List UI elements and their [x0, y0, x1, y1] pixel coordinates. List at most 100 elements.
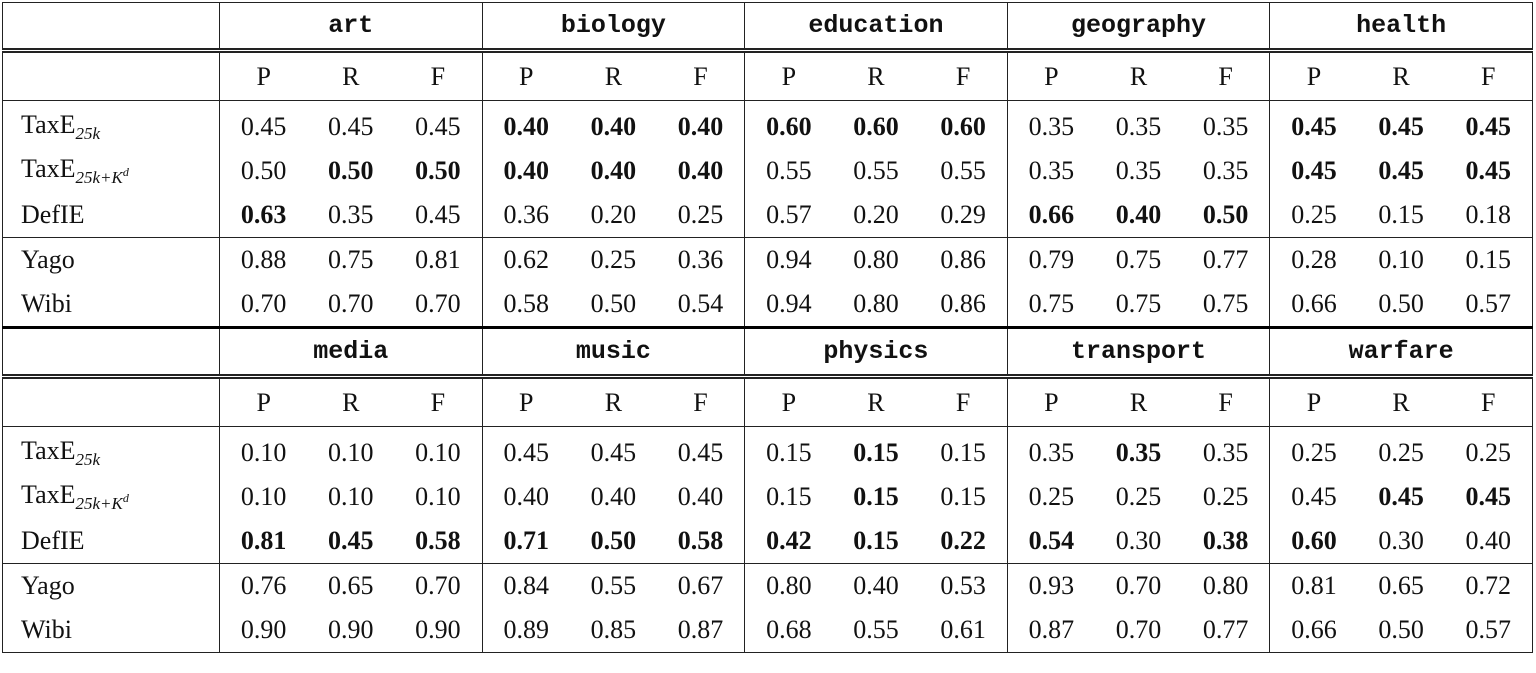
value: 0.75: [1202, 289, 1249, 318]
metric-header: R: [569, 50, 657, 101]
value: 0.10: [240, 438, 287, 467]
value-cell: 0.94: [744, 237, 833, 282]
value: 0.10: [1378, 245, 1424, 274]
metric-header: R: [307, 376, 395, 427]
value: 0.35: [1202, 438, 1249, 467]
value-cell: 0.60: [919, 100, 1008, 149]
value: 0.54: [677, 289, 724, 318]
value: 0.40: [503, 482, 550, 511]
value-cell: 0.80: [832, 282, 920, 329]
value: 0.57: [1465, 289, 1512, 318]
metric-header: F: [919, 50, 1008, 101]
value-cell: 0.88: [219, 237, 308, 282]
value: 0.15: [766, 438, 812, 467]
best-value: 0.40: [1115, 200, 1162, 229]
best-value: 0.15: [853, 438, 899, 467]
system-name: TaxE: [21, 154, 76, 183]
value: 0.75: [1028, 289, 1075, 318]
metric-header: P: [1007, 376, 1096, 427]
subscript-text: 25k+K: [75, 494, 123, 513]
value-cell: 0.68: [744, 608, 833, 653]
value: 0.25: [1291, 200, 1337, 229]
best-value: 0.45: [1465, 156, 1512, 185]
value-cell: 0.15: [919, 475, 1008, 519]
value-cell: 0.35: [1007, 149, 1095, 193]
subscript-text: 25k: [75, 450, 101, 469]
value-cell: 0.15: [745, 427, 833, 476]
value: 0.77: [1202, 245, 1249, 274]
value: 0.15: [940, 438, 986, 467]
value-cell: 0.15: [1444, 237, 1533, 282]
value: 0.70: [328, 289, 374, 318]
value: 0.86: [940, 289, 986, 318]
value: 0.67: [677, 571, 724, 600]
best-value: 0.71: [503, 526, 550, 555]
value-cell: 0.35: [307, 193, 394, 238]
value-cell: 0.70: [394, 282, 483, 329]
corner-cell: [2, 327, 220, 377]
value-cell: 0.66: [1007, 193, 1095, 238]
value-cell: 0.66: [1269, 608, 1358, 653]
value: 0.50: [590, 289, 637, 318]
value: 0.85: [590, 615, 637, 644]
value: 0.80: [853, 245, 899, 274]
value-cell: 0.89: [482, 608, 570, 653]
metric-header: P: [744, 50, 833, 101]
value-cell: 0.45: [1358, 475, 1445, 519]
value: 0.80: [853, 289, 899, 318]
value-cell: 0.45: [1444, 149, 1533, 193]
system-subscript: 25k: [76, 124, 101, 143]
value: 0.20: [853, 200, 899, 229]
system-name: TaxE: [21, 436, 76, 465]
value-cell: 0.45: [394, 100, 483, 149]
domain-header: music: [482, 327, 746, 377]
table-row: DefIE 0.63 0.35 0.45 0.36 0.20 0.25 0.57 0.20 0.2…: [2, 193, 1533, 238]
value-cell: 0.81: [1269, 563, 1358, 608]
value-cell: 0.55: [569, 563, 657, 608]
value-cell: 0.57: [1444, 608, 1533, 653]
best-value: 0.40: [677, 156, 724, 185]
value-cell: 0.85: [569, 608, 657, 653]
value-cell: 0.72: [1444, 563, 1533, 608]
value: 0.25: [1202, 482, 1249, 511]
value-cell: 0.70: [219, 282, 308, 329]
value-cell: 0.45: [1444, 100, 1533, 149]
value-cell: 0.25: [1444, 426, 1533, 475]
value-cell: 0.75: [1095, 282, 1182, 329]
subscript-text: 25k: [75, 124, 101, 143]
value-cell: 0.30: [1095, 519, 1182, 564]
system-label: Yago: [2, 237, 220, 282]
value-cell: 0.10: [394, 426, 483, 475]
corner-cell: [2, 376, 220, 427]
metric-header: R: [1357, 50, 1445, 101]
value: 0.75: [1115, 289, 1162, 318]
value-cell: 0.77: [1181, 608, 1271, 653]
value-cell: 0.35: [1095, 427, 1182, 476]
table-row: Yago 0.88 0.75 0.81 0.62 0.25 0.36 0.94 0.80 0.86…: [2, 237, 1533, 282]
value-cell: 0.94: [744, 282, 833, 329]
system-name: TaxE: [21, 110, 76, 139]
value-cell: 0.35: [1007, 427, 1095, 476]
best-value: 0.58: [415, 526, 461, 555]
value: 0.55: [853, 156, 899, 185]
value: 0.18: [1465, 200, 1512, 229]
best-value: 0.60: [940, 112, 986, 141]
value-cell: 0.45: [307, 519, 394, 564]
value-cell: 0.40: [656, 100, 746, 149]
metric-header: F: [1181, 376, 1271, 427]
value: 0.10: [240, 482, 287, 511]
value-cell: 0.54: [656, 282, 746, 329]
best-value: 0.60: [766, 112, 812, 141]
value-cell: 0.10: [307, 475, 394, 519]
system-subscript: 25k+Kd: [75, 491, 129, 513]
best-value: 0.45: [1378, 156, 1424, 185]
value-cell: 0.25: [1358, 427, 1445, 476]
value: 0.28: [1291, 245, 1337, 274]
best-value: 0.58: [677, 526, 724, 555]
value-cell: 0.86: [919, 237, 1008, 282]
system-subscript: 25k+Kd: [76, 165, 129, 187]
best-value: 0.40: [677, 112, 724, 141]
value: 0.15: [940, 482, 986, 511]
best-value: 0.81: [240, 526, 287, 555]
value: 0.35: [1202, 156, 1249, 185]
